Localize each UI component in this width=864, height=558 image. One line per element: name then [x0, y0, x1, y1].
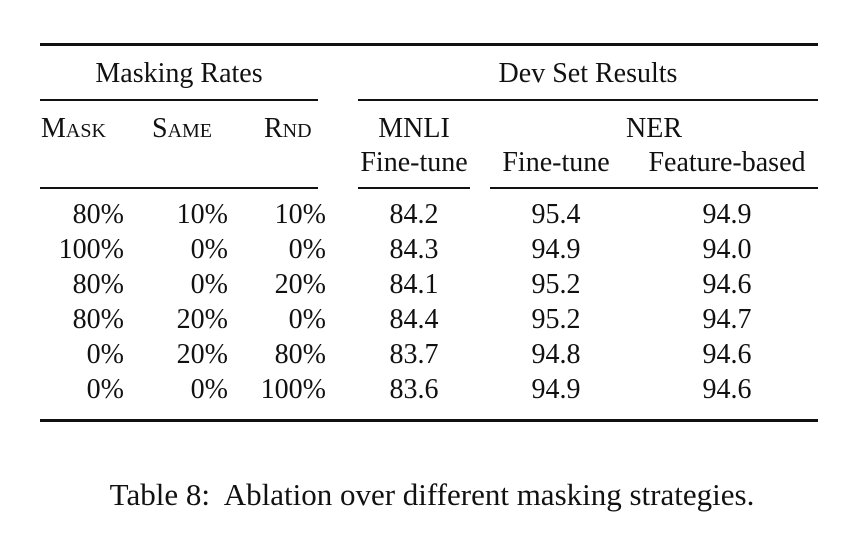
col-header-same: Same: [152, 113, 213, 144]
col-subheader-ner-finetune: Fine-tune: [502, 147, 610, 178]
table-caption: Table 8: Ablation over different masking…: [109, 477, 755, 512]
header-rule-mnli: [358, 187, 470, 189]
cell-rnd: 0%: [288, 304, 326, 335]
cell-mask: 0%: [86, 374, 124, 405]
cell-mnli: 84.3: [389, 234, 439, 265]
cell-ner-finetune: 94.8: [531, 339, 581, 370]
cell-rnd: 100%: [260, 374, 326, 405]
cell-rnd: 0%: [288, 234, 326, 265]
col-subheader-mnli-finetune: Fine-tune: [360, 147, 468, 178]
cell-rnd: 10%: [274, 199, 326, 230]
group-header-masking-rates: Masking Rates: [95, 58, 263, 89]
cell-ner-finetune: 94.9: [531, 234, 581, 265]
cell-mask: 80%: [72, 304, 124, 335]
header-rule-masking: [40, 187, 318, 189]
cell-rnd: 20%: [274, 269, 326, 300]
cell-mnli: 84.4: [389, 304, 439, 335]
cell-mnli: 84.1: [389, 269, 439, 300]
cell-same: 20%: [176, 339, 228, 370]
group-rule-dev: [358, 99, 818, 101]
cell-ner-finetune: 95.2: [531, 304, 581, 335]
cell-same: 0%: [190, 269, 228, 300]
cell-ner-finetune: 95.2: [531, 269, 581, 300]
cell-ner-feature-based: 94.0: [702, 234, 752, 265]
cell-ner-feature-based: 94.7: [702, 304, 752, 335]
group-rule-masking: [40, 99, 318, 101]
col-header-mask: Mask: [41, 113, 106, 144]
col-subheader-ner-feature-based: Feature-based: [648, 147, 806, 178]
cell-ner-feature-based: 94.9: [702, 199, 752, 230]
cell-mnli: 84.2: [389, 199, 439, 230]
col-header-rnd: Rnd: [264, 113, 312, 144]
cell-same: 0%: [190, 234, 228, 265]
cell-mask: 80%: [72, 269, 124, 300]
cell-mask: 100%: [58, 234, 124, 265]
group-header-dev-set-results: Dev Set Results: [498, 58, 678, 89]
cell-same: 20%: [176, 304, 228, 335]
cell-ner-feature-based: 94.6: [702, 339, 752, 370]
cell-mnli: 83.7: [389, 339, 439, 370]
cell-ner-feature-based: 94.6: [702, 269, 752, 300]
top-rule: [40, 43, 818, 46]
cell-mask: 80%: [72, 199, 124, 230]
cell-ner-finetune: 94.9: [531, 374, 581, 405]
cell-rnd: 80%: [274, 339, 326, 370]
header-rule-ner: [490, 187, 818, 189]
cell-ner-feature-based: 94.6: [702, 374, 752, 405]
cell-same: 0%: [190, 374, 228, 405]
col-header-ner: NER: [626, 113, 682, 144]
cell-mnli: 83.6: [389, 374, 439, 405]
cell-mask: 0%: [86, 339, 124, 370]
bottom-rule: [40, 419, 818, 422]
cell-same: 10%: [176, 199, 228, 230]
col-header-mnli: MNLI: [378, 113, 450, 144]
cell-ner-finetune: 95.4: [531, 199, 581, 230]
